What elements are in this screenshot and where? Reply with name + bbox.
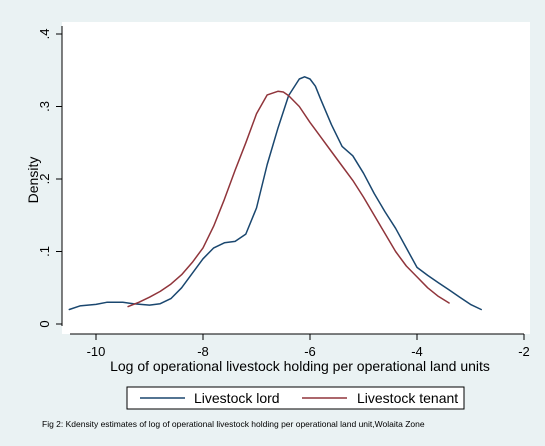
figure-caption: Fig 2: Kdensity estimates of log of oper…: [42, 419, 425, 429]
y-tick-label: .3: [37, 101, 52, 112]
x-axis-title: Log of operational livestock holding per…: [110, 358, 490, 374]
y-tick-label: .1: [37, 246, 52, 257]
x-tick-label: -2: [518, 344, 530, 359]
x-tick-label: -10: [87, 344, 106, 359]
y-tick-label: .2: [37, 174, 52, 185]
legend-label-livestock-tenant: Livestock tenant: [357, 390, 458, 406]
legend: Livestock lord Livestock tenant: [126, 386, 465, 410]
y-tick-label: .4: [37, 29, 52, 40]
series-line-livestock-tenant: [127, 90, 450, 308]
x-tick-label: -8: [197, 344, 209, 359]
x-tick-label: -6: [304, 344, 316, 359]
series-layer: [68, 76, 482, 311]
plot-area: [62, 22, 530, 334]
y-tick-label: 0: [37, 320, 52, 327]
legend-label-livestock-lord: Livestock lord: [194, 390, 280, 406]
x-tick-label: -4: [411, 344, 423, 359]
x-ticks: -10 -8 -6 -4 -2: [87, 334, 530, 359]
y-ticks: 0 .1 .2 .3 .4: [37, 29, 62, 328]
legend-box: [126, 386, 465, 410]
series-line-livestock-lord: [68, 76, 482, 311]
y-axis-title: Density: [25, 157, 41, 204]
